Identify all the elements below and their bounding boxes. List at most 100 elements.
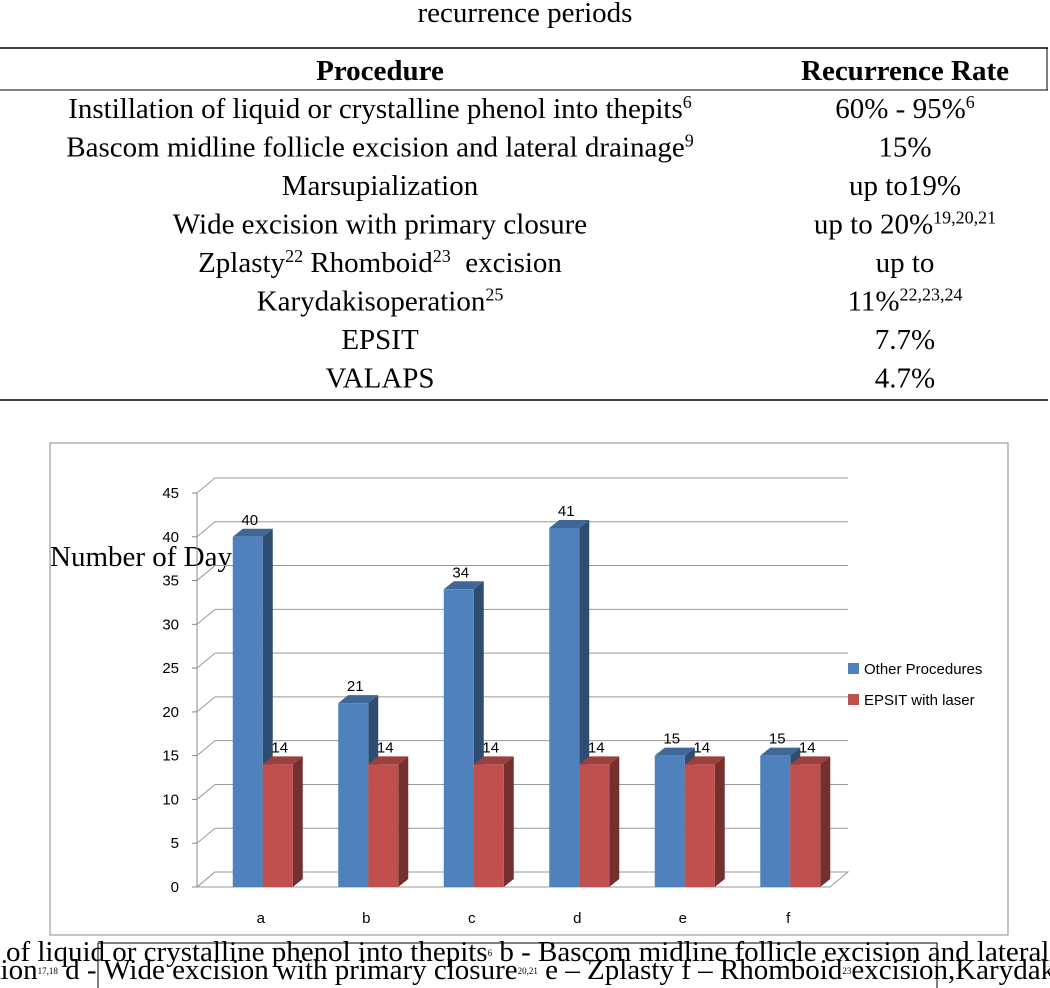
text-line: 7.7% [875, 324, 935, 356]
legend-swatch [848, 694, 859, 705]
data-label: 15 [769, 731, 786, 748]
superscript: 17,18 [38, 966, 59, 976]
legend-label: Other Procedures [864, 661, 982, 678]
x-tick-label: c [468, 910, 476, 927]
bar [684, 764, 715, 887]
text-run: Instillation of liquid or crystalline ph… [68, 93, 683, 125]
text-run: 60% - 95% [835, 93, 965, 125]
superscript: 23 [433, 246, 451, 266]
text-run: 4.7% [875, 363, 935, 395]
x-tick-label: a [257, 910, 266, 927]
text-line: up to 20%19,20,21 [814, 208, 996, 241]
y-tick-label: 20 [162, 704, 179, 721]
superscript: 23 [842, 966, 852, 976]
grid-line [196, 696, 848, 713]
text-line: a – Instillation of liquid or crystallin… [0, 936, 1050, 968]
bar [579, 764, 610, 887]
bar-top [549, 520, 590, 529]
doc-title: recurrence periods [418, 0, 633, 29]
text-line: Marsupialization [282, 170, 479, 202]
data-label: 40 [241, 512, 258, 529]
data-label: 14 [799, 739, 816, 756]
text-run: Zplasty [198, 247, 285, 279]
data-label: 21 [347, 678, 364, 695]
bar-side [714, 756, 725, 887]
text-line: Instillation of liquid or crystalline ph… [68, 92, 692, 125]
y-tick-label: 45 [162, 485, 179, 502]
y-tick-label: 15 [162, 748, 179, 765]
y-tick-label: 5 [171, 835, 179, 852]
bar [443, 589, 474, 887]
bar-side [292, 756, 303, 887]
text-line: 60% - 95%6 [835, 92, 974, 125]
data-label: 34 [452, 564, 469, 581]
bar-top [473, 756, 514, 765]
bar-side [609, 756, 620, 887]
y-axis-title: Number of Days [50, 541, 243, 573]
text-run: Karydakisoperation [257, 286, 486, 318]
y-tick-label: 35 [162, 573, 179, 590]
x-tick-label: b [362, 910, 370, 927]
bar-top [232, 528, 273, 537]
bar [790, 764, 821, 887]
bar-top [684, 756, 725, 765]
bar-side [398, 756, 409, 887]
bar-top [338, 695, 379, 704]
text-run: excision [451, 247, 563, 279]
text-run: VALAPS [325, 363, 434, 395]
bar-top [443, 581, 484, 590]
data-label: 15 [663, 731, 680, 748]
text-line: up to19% [849, 170, 961, 202]
text-run: 15% [878, 132, 931, 164]
text-line: 4.7% [875, 363, 935, 395]
x-tick-label: f [786, 910, 791, 927]
data-label: 14 [482, 739, 499, 756]
grid-line [196, 521, 848, 538]
text-line: EPSIT [341, 324, 419, 356]
text-run: d - Wide excision with primary closure [58, 954, 518, 986]
chart-frame [49, 442, 1009, 936]
bar [338, 703, 369, 887]
text-run: b - Bascom midline follicle excision and… [492, 936, 1050, 968]
bar [262, 764, 293, 887]
text-line: 15% [878, 132, 931, 164]
y-tick-label: 25 [162, 660, 179, 677]
data-label: 14 [271, 739, 288, 756]
text-run: up to 20% [814, 209, 933, 241]
bar [549, 528, 580, 887]
bar [232, 536, 263, 887]
legend-swatch [848, 663, 859, 674]
bar-side [820, 756, 831, 887]
y-tick-label: 10 [162, 791, 179, 808]
data-label: 14 [693, 739, 710, 756]
grid-line [196, 740, 848, 757]
x-tick-label: e [679, 910, 687, 927]
caption-box [97, 942, 938, 988]
superscript: 20,21 [518, 966, 538, 976]
bar [654, 755, 685, 887]
text-run: EPSIT [341, 324, 419, 356]
grid-line [196, 477, 848, 494]
bar-top [579, 756, 620, 765]
text-line: Karydakisoperation25 [257, 285, 504, 318]
data-label: 41 [558, 503, 575, 520]
text-run: 7.7% [875, 324, 935, 356]
text-run: Bascom midline follicle excision and lat… [66, 132, 684, 164]
grid-line [196, 565, 848, 581]
text-line: Zplasty22 Rhomboid23 excision [198, 246, 562, 279]
text-run: up to [876, 247, 935, 279]
grid-line [196, 827, 848, 844]
superscript: 9 [685, 131, 694, 151]
text-line: 11%22,23,24 [847, 285, 962, 318]
grid-line [196, 608, 848, 625]
bar-top [760, 747, 801, 756]
superscript: 6 [966, 92, 975, 112]
bar-top [368, 756, 409, 765]
text-run: Wide excision with primary closure [173, 209, 587, 241]
text-run: e – Zplasty f – Rhomboid [538, 954, 843, 986]
y-tick-label: 30 [162, 616, 179, 633]
text-run: Rhomboid [303, 247, 433, 279]
superscript: 19,20,21 [933, 208, 996, 228]
superscript: 22,23,24 [900, 285, 963, 305]
